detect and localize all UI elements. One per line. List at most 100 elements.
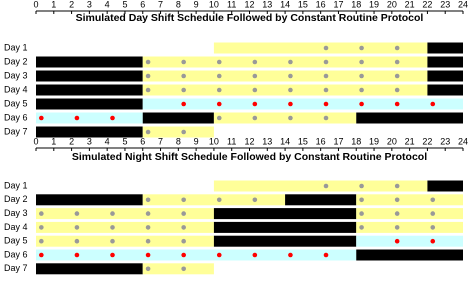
x-tick-label: 2 (69, 0, 74, 9)
x-tick-label: 10 (209, 0, 219, 9)
dot (323, 59, 329, 65)
x-tick-label: 12 (244, 0, 254, 9)
x-tick-label: 11 (227, 136, 236, 146)
row-label: Day 7 (4, 263, 28, 273)
dot (252, 73, 258, 79)
segment (427, 56, 463, 68)
row-label: Day 5 (4, 98, 28, 108)
x-tick-label: 7 (158, 0, 163, 9)
dot (394, 225, 400, 230)
x-tick-label: 23 (440, 0, 450, 9)
dot (323, 252, 329, 258)
dot (359, 45, 364, 51)
dot (288, 73, 293, 79)
dot (359, 225, 364, 230)
dot (181, 266, 186, 272)
x-tick-label: 15 (298, 136, 308, 146)
dot (323, 115, 329, 121)
dot (288, 87, 293, 93)
segment (36, 208, 214, 220)
segment (36, 221, 214, 233)
x-tick-label: 1 (51, 136, 56, 146)
x-tick-label: 14 (280, 136, 290, 146)
dot (39, 238, 44, 244)
segment (213, 221, 357, 233)
x-tick-label: 11 (227, 0, 236, 9)
x-tick-label: 9 (194, 136, 199, 146)
x-tick-label: 4 (105, 136, 110, 146)
dot (359, 59, 364, 65)
dot (216, 73, 222, 79)
segment (356, 235, 463, 247)
dot (216, 59, 222, 65)
dot (359, 101, 364, 107)
x-tick-label: 17 (333, 0, 343, 9)
row-label: Day 6 (4, 249, 28, 259)
dot (394, 101, 400, 107)
dot (145, 197, 151, 203)
segment (142, 194, 286, 206)
row-label: Day 1 (4, 180, 28, 190)
dot (430, 225, 436, 230)
x-tick-label: 4 (105, 0, 110, 9)
dot (430, 197, 436, 203)
x-tick-label: 5 (122, 0, 127, 9)
x-tick-label: 23 (440, 136, 450, 146)
dot (74, 211, 80, 216)
segment (142, 84, 428, 96)
dot (394, 238, 400, 244)
x-tick-label: 6 (140, 136, 145, 146)
dot (252, 115, 258, 121)
segment (36, 263, 143, 275)
row-label: Day 7 (4, 126, 28, 136)
dot (216, 252, 222, 258)
segment (36, 235, 214, 247)
dot (216, 115, 222, 121)
x-tick-label: 8 (176, 136, 181, 146)
segment (36, 249, 357, 261)
dot (430, 211, 436, 216)
dot (394, 211, 400, 216)
dot (323, 87, 329, 93)
x-tick-label: 10 (209, 136, 219, 146)
dot (145, 73, 151, 79)
dot (216, 101, 222, 107)
x-tick-label: 2 (69, 136, 74, 146)
x-tick-label: 3 (87, 136, 92, 146)
x-tick-label: 7 (158, 136, 163, 146)
dot (288, 115, 293, 121)
chart-title: Simulated Night Shift Schedule Followed … (72, 151, 427, 163)
row-label: Day 2 (4, 194, 28, 204)
x-tick-label: 24 (458, 136, 468, 146)
dot (181, 129, 186, 135)
x-tick-label: 19 (369, 0, 379, 9)
x-tick-label: 0 (33, 0, 38, 9)
x-tick-label: 20 (387, 0, 397, 9)
dot (394, 87, 400, 93)
dot (323, 73, 329, 79)
row-label: Day 3 (4, 70, 28, 80)
row-label: Day 4 (4, 222, 28, 232)
x-tick-label: 19 (369, 136, 379, 146)
dot (145, 59, 151, 65)
dot (181, 59, 186, 65)
dot (145, 129, 151, 135)
dot (394, 45, 400, 51)
x-tick-label: 1 (51, 0, 56, 9)
x-tick-label: 22 (422, 136, 432, 146)
segment (36, 98, 143, 110)
dot (110, 252, 115, 258)
x-tick-label: 5 (122, 136, 127, 146)
dot (181, 211, 186, 216)
dot (252, 87, 258, 93)
dot (181, 73, 186, 79)
x-tick-label: 9 (194, 0, 199, 9)
dot (252, 252, 258, 258)
dot (359, 73, 364, 79)
dot (181, 252, 186, 258)
segment (356, 208, 463, 220)
x-tick-label: 16 (316, 136, 326, 146)
segment (36, 84, 143, 96)
dot (145, 225, 151, 230)
